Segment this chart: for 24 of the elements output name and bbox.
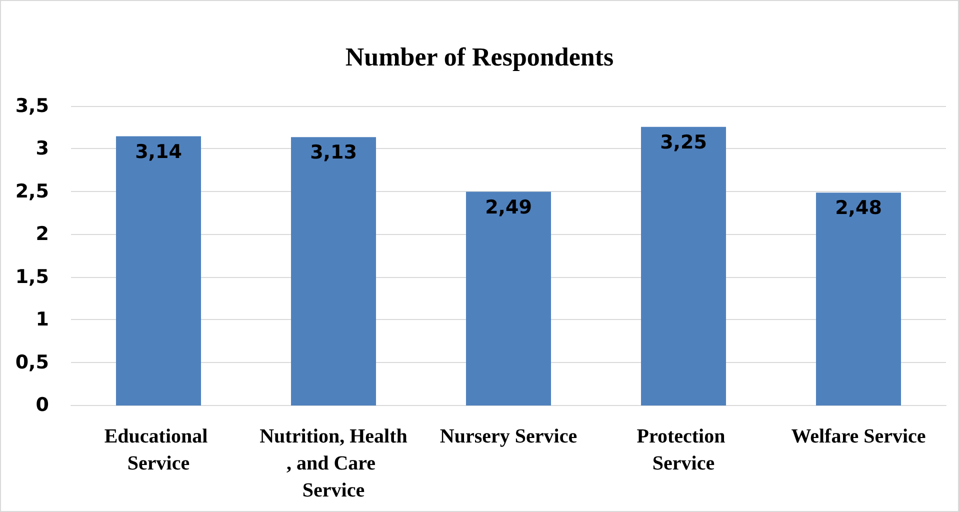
y-tick-label: 3,5 [15, 95, 49, 117]
y-tick-label: 3 [36, 138, 49, 160]
bar [641, 126, 726, 406]
data-label: 2,49 [485, 196, 532, 218]
y-tick-label: 0,5 [15, 351, 49, 374]
bar [291, 137, 376, 406]
chart-title: Number of Respondents [345, 42, 614, 72]
x-tick-label: Protection Service [636, 426, 730, 474]
data-label: 3,13 [310, 142, 357, 164]
y-tick-label: 2,5 [15, 180, 49, 202]
bar [116, 136, 201, 406]
bar [466, 192, 551, 406]
x-tick-label: Nursery Service [440, 426, 578, 448]
data-label: 3,25 [660, 131, 707, 154]
y-tick-label: 1 [36, 308, 49, 331]
x-tick-label: Educational Service [104, 426, 213, 474]
x-tick-label: Nutrition, Health, and Care Service [260, 426, 408, 502]
y-tick-label: 1,5 [15, 266, 49, 288]
x-tick-label: Welfare Service [791, 426, 926, 448]
data-label: 2,48 [835, 197, 882, 220]
data-label: 3,14 [135, 140, 182, 163]
bar [816, 192, 901, 406]
y-tick-label: 2 [36, 223, 49, 246]
y-tick-label: 0 [36, 394, 49, 416]
